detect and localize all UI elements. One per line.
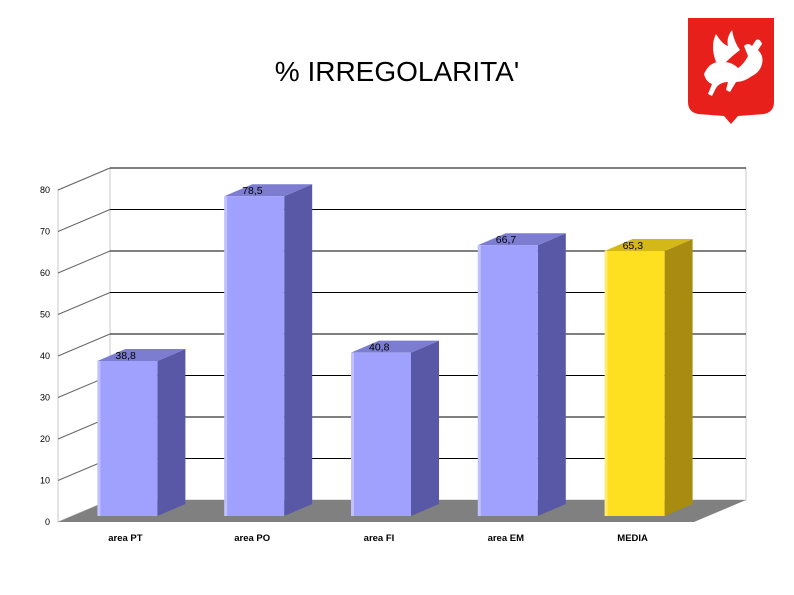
bar [351, 352, 411, 516]
x-tick-label: area PO [234, 533, 270, 544]
bars [97, 184, 693, 516]
bar-highlight [224, 196, 228, 516]
data-label: 66,7 [496, 234, 517, 246]
pegasus-emblem-icon [688, 18, 774, 124]
y-tick-label: 80 [40, 185, 50, 195]
bar-top [477, 233, 566, 246]
bar-side [411, 340, 439, 516]
bar-highlight [97, 360, 101, 516]
data-label: 78,5 [242, 185, 263, 197]
gridline-side [57, 209, 111, 232]
page-title: % IRREGOLARITA' [274, 56, 520, 87]
y-tick-label: 50 [40, 310, 50, 320]
y-tick-label: 40 [40, 351, 50, 361]
bar-top [604, 239, 693, 252]
bar-highlight [351, 352, 354, 516]
y-tick-label: 30 [40, 393, 50, 403]
x-tick-label: area EM [488, 533, 525, 544]
bar-side [157, 348, 186, 516]
bar-highlight [477, 245, 481, 516]
x-tick-label: area PT [108, 533, 143, 544]
y-tick-label: 0 [45, 517, 50, 527]
data-labels: 38,8 78,5 40,8 66,7 65,3 [115, 185, 643, 362]
x-axis: area PT area PO area FI area EM MEDIA [108, 533, 648, 544]
tuscany-region-logo [686, 16, 776, 124]
gridline-side [57, 250, 111, 274]
bar [604, 251, 665, 516]
gridline-side [57, 292, 111, 315]
bar-top [351, 340, 439, 353]
bar-top [97, 348, 186, 361]
bar-side [664, 239, 693, 516]
bar-side [284, 184, 313, 516]
data-label: 65,3 [623, 240, 644, 252]
y-tick-label: 10 [40, 476, 50, 486]
data-label: 40,8 [369, 342, 390, 354]
x-tick-label: MEDIA [617, 533, 648, 544]
x-tick-label: area FI [364, 533, 395, 544]
gridline-side [57, 333, 111, 357]
bar-highlight [604, 251, 608, 516]
y-tick-label: 20 [40, 434, 50, 444]
y-tick-label: 70 [40, 227, 50, 237]
y-axis: 0 10 20 30 40 50 60 70 80 [40, 185, 50, 527]
bar-top [224, 184, 313, 197]
gridline-side [57, 167, 111, 191]
bar [477, 245, 538, 516]
bar [224, 196, 285, 516]
data-label: 38,8 [115, 350, 136, 362]
bar [97, 360, 158, 516]
bar-side [537, 233, 566, 516]
y-tick-label: 60 [40, 268, 50, 278]
